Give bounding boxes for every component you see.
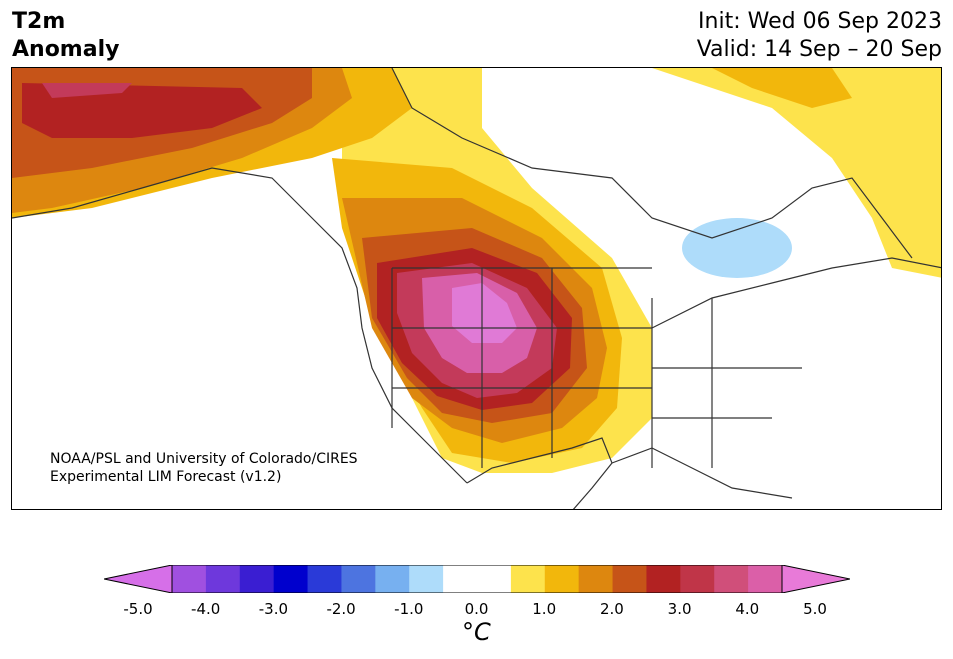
credit-line2: Experimental LIM Forecast (v1.2): [50, 469, 282, 485]
colorbar-swatch: [375, 565, 410, 593]
colorbar-swatch: [612, 565, 647, 593]
colorbar-segments: [172, 565, 783, 593]
great-lakes-cool: [682, 218, 792, 278]
colorbar-swatch: [443, 565, 478, 593]
alaska-rose: [42, 83, 132, 98]
colorbar-left-arrow: [104, 565, 173, 593]
colorbar: [104, 565, 850, 593]
credit-text: NOAA/PSL and University of Colorado/CIRE…: [50, 450, 358, 486]
valid-range: Valid: 14 Sep – 20 Sep: [696, 37, 942, 62]
title-line2: Anomaly: [12, 37, 120, 62]
colorbar-swatch: [544, 565, 580, 593]
colorbar-swatch: [578, 565, 614, 593]
anomaly-map: NOAA/PSL and University of Colorado/CIRE…: [11, 67, 942, 510]
colorbar-tick-label: 0.0: [464, 600, 489, 618]
colorbar-swatch: [172, 565, 207, 593]
colorbar-tick-label: -5.0: [123, 600, 153, 618]
colorbar-tick-label: -1.0: [394, 600, 424, 618]
colorbar-swatch: [239, 565, 275, 593]
colorbar-tick-label: -3.0: [258, 600, 289, 618]
colorbar-swatch: [510, 565, 546, 593]
colorbar-tick-label: -2.0: [326, 600, 356, 618]
colorbar-swatch: [477, 565, 512, 593]
colorbar-swatch: [341, 565, 376, 593]
colorbar-tick-label: 5.0: [803, 600, 827, 618]
colorbar-swatch: [409, 565, 444, 593]
colorbar-unit: °C: [462, 618, 491, 646]
colorbar-swatch: [714, 565, 749, 593]
title-line1: T2m: [12, 9, 66, 34]
colorbar-right-arrow: [781, 565, 850, 593]
colorbar-swatch: [646, 565, 681, 593]
colorbar-swatch: [748, 565, 783, 593]
colorbar-tick-label: 1.0: [532, 600, 557, 618]
labrador-gold: [712, 68, 852, 108]
colorbar-frame: [171, 565, 783, 593]
colorbar-tick-label: 2.0: [599, 600, 624, 618]
alaska-red: [22, 83, 262, 138]
colorbar-tick-label: -4.0: [191, 600, 221, 618]
labrador-yellow: [652, 68, 941, 278]
coastlines: [12, 68, 941, 509]
colorbar-swatch: [273, 565, 309, 593]
colorbar-swatch: [680, 565, 715, 593]
colorbar-swatch: [307, 565, 342, 593]
map-title: T2m Anomaly: [12, 8, 119, 64]
forecast-dates: Init: Wed 06 Sep 2023 Valid: 14 Sep – 20…: [697, 8, 942, 64]
init-date: Init: Wed 06 Sep 2023: [698, 9, 942, 34]
colorbar-tick-label: 4.0: [735, 600, 760, 618]
colorbar-swatch: [205, 565, 241, 593]
colorbar-tick-label: 3.0: [667, 600, 692, 618]
credit-line1: NOAA/PSL and University of Colorado/CIRE…: [50, 451, 358, 467]
map-canvas: [12, 68, 941, 509]
colorbar-ticks: -5.0 -4.0 -3.0 -2.0 -1.0 0.0 1.0 2.0 3.0 4.0 5.0: [0, 600, 953, 620]
